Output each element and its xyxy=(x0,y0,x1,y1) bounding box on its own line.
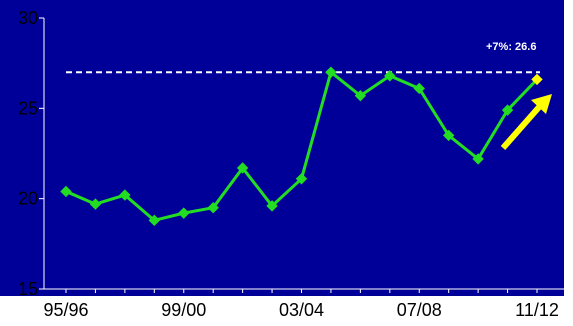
data-point-marker xyxy=(442,129,455,142)
trend-arrow xyxy=(500,94,552,150)
data-point-marker xyxy=(89,198,102,210)
series-group xyxy=(60,66,543,227)
y-tick-label: 30 xyxy=(18,8,38,28)
data-point-marker xyxy=(501,104,514,116)
data-point-marker xyxy=(178,207,190,219)
data-point-marker xyxy=(60,185,72,198)
y-tick-label: 25 xyxy=(18,98,38,118)
data-point-marker xyxy=(266,200,278,212)
x-tick-label: 03/04 xyxy=(279,300,324,320)
data-point-marker xyxy=(531,73,543,86)
plot-background xyxy=(0,0,564,296)
x-tick-label: 07/08 xyxy=(397,300,442,320)
y-tick-label: 20 xyxy=(18,189,38,209)
axes xyxy=(39,17,564,293)
x-tick-label: 95/96 xyxy=(43,300,88,320)
tick-labels: 15 20 25 30 95/96 99/00 03/04 07/08 11/12 xyxy=(18,8,559,320)
trend-arrow-head xyxy=(531,94,552,114)
data-point-marker xyxy=(384,70,396,82)
y-tick-label: 15 xyxy=(18,279,38,299)
data-point-marker xyxy=(236,162,249,174)
trend-arrow-shaft xyxy=(500,104,543,150)
data-point-marker xyxy=(472,153,484,165)
data-point-marker xyxy=(148,214,161,227)
x-tick-label: 99/00 xyxy=(161,300,206,320)
x-tick-label: 11/12 xyxy=(515,300,559,320)
data-point-marker xyxy=(354,89,367,102)
data-point-marker xyxy=(325,66,337,78)
data-point-marker xyxy=(207,201,219,214)
data-point-marker xyxy=(295,173,308,185)
data-point-marker xyxy=(119,189,131,201)
data-point-marker xyxy=(413,82,425,95)
annotation-label: +7%: 26.6 xyxy=(486,41,536,53)
